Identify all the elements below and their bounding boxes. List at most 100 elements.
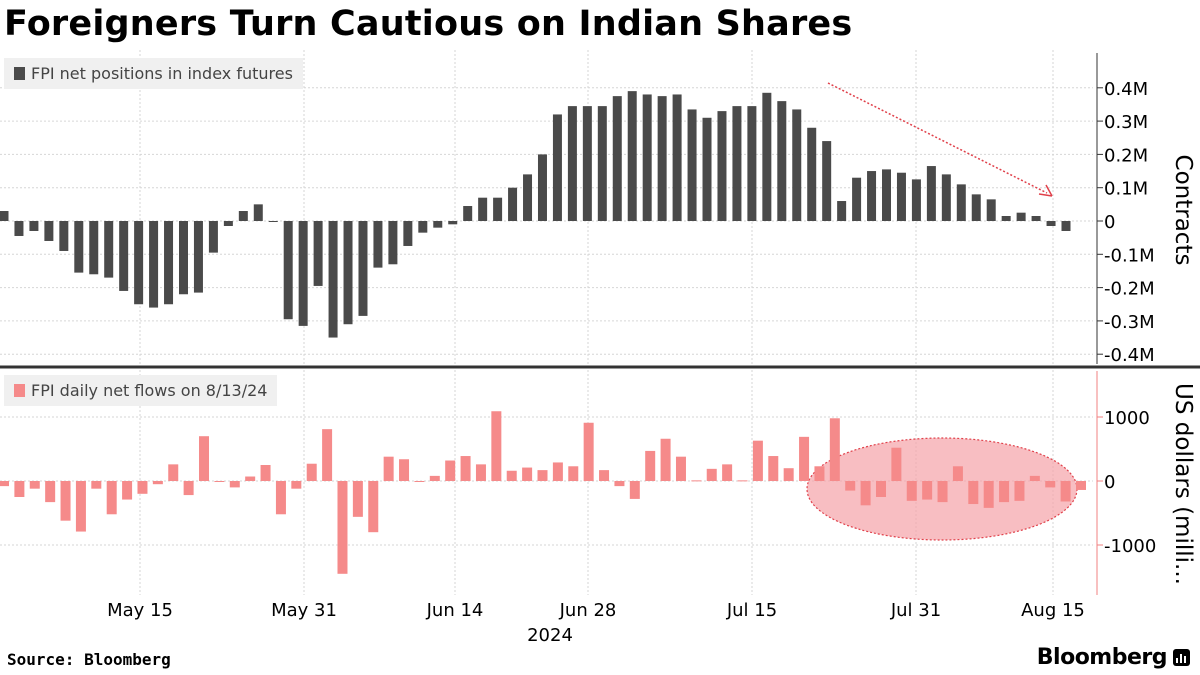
y-tick-label-futures: -0.3M (1104, 312, 1155, 333)
flows-bar (445, 460, 456, 481)
y-tick-label-futures: 0.1M (1104, 179, 1148, 200)
futures-bar (732, 106, 742, 221)
flows-bar (629, 481, 640, 499)
flows-bar (91, 481, 102, 489)
flows-bar (968, 481, 979, 505)
futures-bar (657, 96, 667, 221)
flows-bar (706, 468, 717, 481)
brand-logo: Bloomberg (1037, 645, 1190, 670)
flows-bar (383, 456, 394, 481)
flows-bar (214, 481, 225, 482)
flows-bar (937, 481, 948, 503)
flows-bars (0, 411, 1086, 574)
futures-bar (328, 221, 338, 338)
flows-bar (122, 481, 133, 500)
legend-swatch-futures (14, 67, 25, 80)
futures-bar (388, 221, 398, 265)
futures-bar (208, 221, 218, 253)
flows-bar (352, 481, 363, 517)
futures-bar (1031, 216, 1041, 221)
x-tick-label: Jun 28 (559, 600, 617, 621)
flows-bar (568, 466, 579, 481)
flows-bar (599, 470, 610, 481)
x-tick-label: Jul 31 (890, 600, 941, 621)
flows-bar (922, 481, 933, 500)
flows-bar (675, 456, 686, 481)
y-tick-label-flows: 0 (1104, 472, 1115, 493)
futures-bar (702, 117, 712, 221)
flows-bar (45, 481, 56, 503)
futures-bar (104, 221, 114, 278)
flows-bar (814, 466, 825, 481)
annotation-arrow-layer (827, 82, 1053, 197)
futures-bar (777, 101, 787, 221)
flows-bar (999, 481, 1010, 503)
futures-bar (149, 221, 159, 308)
flows-bar (645, 450, 656, 481)
futures-bar (433, 221, 443, 228)
futures-bar (373, 221, 383, 268)
futures-bar (837, 201, 847, 221)
x-tick-label: May 31 (271, 600, 337, 621)
flows-bar (475, 464, 486, 481)
futures-bar (597, 106, 607, 221)
flows-bar (14, 481, 25, 497)
futures-bar (1016, 212, 1026, 221)
x-axis-year-label: 2024 (527, 625, 573, 646)
legend-flows: FPI daily net flows on 8/13/24 (4, 375, 278, 406)
brand-name: Bloomberg (1036, 645, 1168, 670)
flows-bar (399, 459, 410, 481)
futures-bar (403, 221, 413, 246)
futures-bar (493, 197, 503, 221)
futures-bar (911, 179, 921, 221)
futures-bar (478, 197, 488, 221)
futures-bars (0, 91, 1071, 338)
futures-bar (956, 184, 966, 221)
futures-bar (313, 221, 323, 286)
futures-bar (164, 221, 174, 305)
futures-bar (418, 221, 428, 233)
flows-bar (1045, 481, 1056, 488)
flows-bar (260, 465, 271, 481)
futures-bar (896, 172, 906, 221)
futures-bar (792, 109, 802, 221)
y-tick-label-flows: -1000 (1104, 536, 1156, 557)
futures-bar (358, 221, 368, 316)
futures-bar (193, 221, 203, 293)
flows-bar (614, 481, 625, 487)
flows-bar (522, 467, 533, 481)
futures-bar (747, 106, 757, 221)
futures-bar (463, 206, 473, 221)
y-tick-label-futures: 0.4M (1104, 79, 1148, 100)
futures-bar (74, 221, 84, 273)
flows-bar (691, 480, 702, 482)
flows-bar (891, 447, 902, 481)
futures-bar (448, 221, 458, 225)
futures-bar (1046, 221, 1056, 226)
futures-bar (642, 94, 652, 221)
futures-bar (283, 221, 293, 320)
futures-bar (582, 106, 592, 221)
futures-bar (119, 221, 129, 291)
futures-bar (238, 211, 248, 221)
legend-label-flows: FPI daily net flows on 8/13/24 (31, 381, 268, 400)
flows-bar (306, 463, 317, 481)
flows-bar (983, 481, 994, 508)
futures-bar (29, 221, 39, 231)
futures-bar (807, 127, 817, 221)
futures-bar (508, 187, 518, 221)
legend-futures: FPI net positions in index futures (4, 58, 303, 89)
flows-bar (752, 440, 763, 481)
futures-bar (134, 221, 144, 305)
flows-bar (199, 436, 210, 481)
futures-bar (44, 221, 54, 241)
flows-bar (229, 481, 240, 488)
flows-bar (583, 422, 594, 481)
flows-bar (168, 464, 179, 481)
trend-arrowhead (1038, 184, 1053, 197)
y-tick-label-futures: 0.3M (1104, 112, 1148, 133)
flows-bar (491, 411, 502, 481)
flows-bar (722, 464, 733, 481)
flows-bar (537, 470, 548, 481)
